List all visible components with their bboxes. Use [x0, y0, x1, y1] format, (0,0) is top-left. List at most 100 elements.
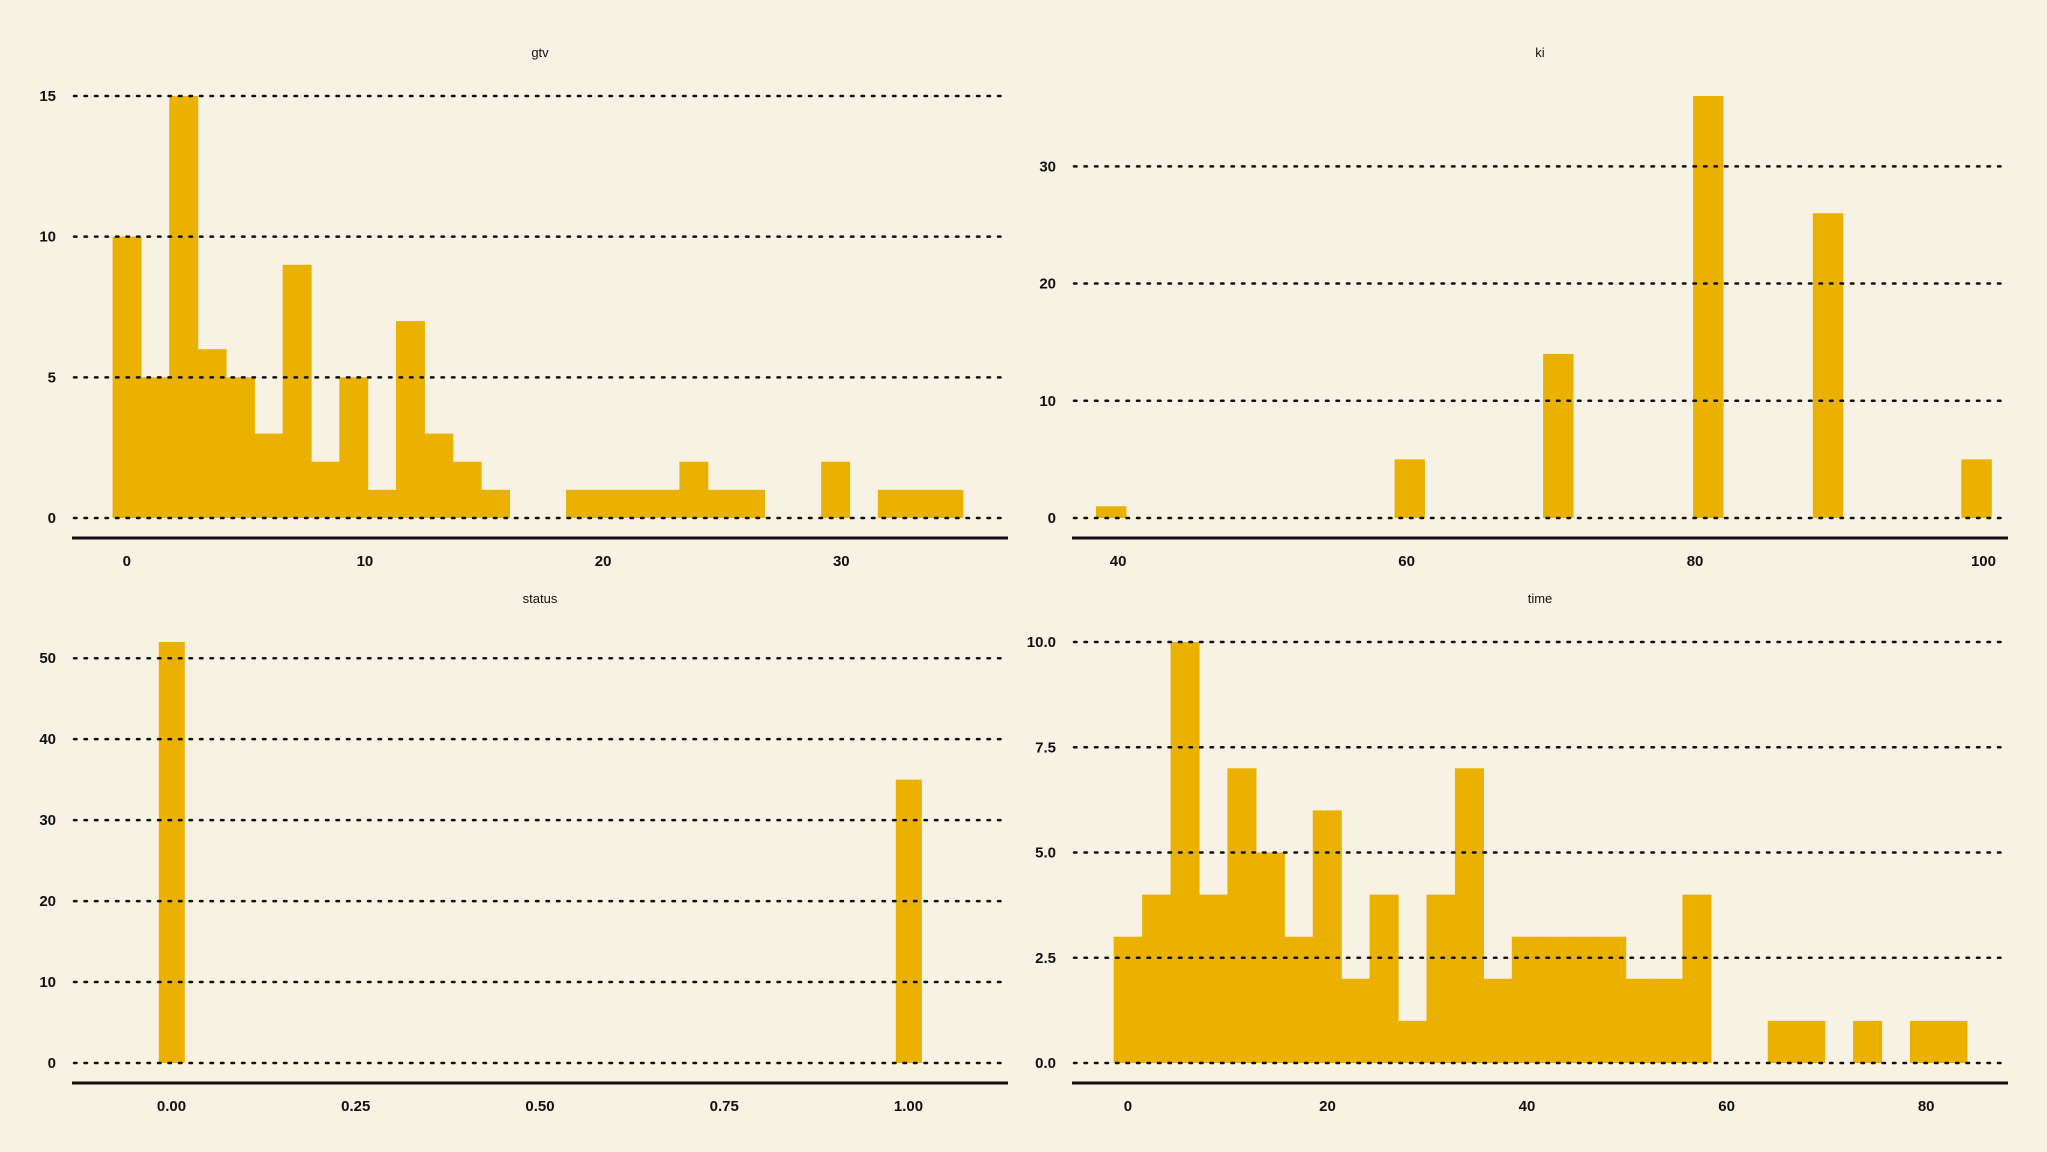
histogram-bar	[452, 461, 482, 518]
histogram-bar	[906, 489, 936, 518]
x-tick-label: 40	[1519, 1098, 1536, 1115]
histogram-bar	[821, 461, 851, 518]
histogram-panel-ki: ki 0 10 20 30 40 60 80 100	[1039, 45, 2010, 570]
x-tick-label: 1.00	[894, 1098, 923, 1115]
histogram-bar	[197, 349, 227, 518]
x-tick-label: 0.75	[710, 1098, 739, 1115]
histogram-bar	[1961, 459, 1992, 518]
x-tick-label: 0.50	[525, 1098, 554, 1115]
y-tick-label: 0	[1048, 510, 1056, 527]
y-tick-label: 50	[39, 650, 56, 667]
histogram-bar	[1454, 768, 1484, 1063]
histogram-bar	[622, 489, 652, 518]
histogram-bar	[1483, 978, 1513, 1063]
x-tick-label: 20	[595, 553, 612, 570]
y-tick-label: 5.0	[1035, 845, 1056, 862]
histogram-bar	[140, 377, 170, 518]
panel-title: time	[1528, 591, 1553, 606]
histogram-bar	[282, 264, 312, 518]
y-tick-label: 10.0	[1027, 634, 1056, 651]
histogram-bar	[877, 489, 907, 518]
x-tick-label: 40	[1110, 553, 1127, 570]
x-tick-label: 0	[1124, 1098, 1132, 1115]
histogram-bar	[1767, 1020, 1797, 1063]
histogram-bar	[594, 489, 624, 518]
histogram-bar	[311, 461, 340, 518]
y-tick-label: 15	[39, 88, 56, 105]
histogram-bar	[1398, 1020, 1428, 1063]
histogram-bar	[1426, 894, 1456, 1063]
histogram-bar	[1198, 894, 1229, 1063]
y-tick-label: 10	[39, 229, 56, 246]
histogram-bar	[736, 489, 766, 518]
histogram-bar	[1369, 894, 1399, 1063]
histogram-bar	[225, 377, 255, 518]
y-tick-label: 10	[1039, 393, 1056, 410]
x-tick-label: 100	[1971, 553, 1996, 570]
x-tick-label: 20	[1319, 1098, 1336, 1115]
histogram-bar	[254, 433, 284, 518]
histogram-bar	[367, 489, 397, 518]
x-tick-label: 0.00	[157, 1098, 186, 1115]
x-tick-label: 80	[1687, 553, 1704, 570]
histogram-bar	[895, 779, 922, 1063]
histogram-bar	[1654, 978, 1684, 1063]
histogram-bar	[1693, 96, 1724, 518]
histogram-bar	[707, 489, 737, 518]
histogram-bar	[396, 321, 425, 518]
y-tick-label: 0.0	[1035, 1055, 1056, 1072]
histogram-bar	[1540, 936, 1570, 1063]
histogram-bar	[1170, 642, 1200, 1063]
x-tick-label: 60	[1718, 1098, 1735, 1115]
x-tick-label: 60	[1398, 553, 1415, 570]
histogram-panel-status: status 0 10 20 30 40 50 0.00 0.25 0.50 0.75 1.00	[39, 591, 1010, 1115]
y-tick-label: 30	[39, 812, 56, 829]
y-tick-label: 2.5	[1035, 950, 1056, 967]
histogram-bar	[169, 96, 199, 518]
histogram-bar	[481, 489, 510, 518]
histogram-bar	[651, 489, 681, 518]
histogram-bar	[1511, 936, 1541, 1063]
panel-title: gtv	[531, 45, 549, 60]
histogram-bar	[1113, 936, 1143, 1063]
histogram-bar	[1142, 894, 1172, 1063]
x-tick-label: 10	[357, 553, 374, 570]
histogram-bar	[1853, 1020, 1883, 1063]
y-tick-label: 5	[48, 369, 56, 386]
histogram-bar	[1543, 353, 1574, 518]
y-tick-label: 20	[1039, 276, 1056, 293]
histogram-bar	[1284, 936, 1314, 1063]
histogram-bar	[1568, 936, 1598, 1063]
histogram-bar	[1394, 459, 1425, 518]
histogram-bar	[934, 489, 964, 518]
histogram-bar	[1341, 978, 1371, 1063]
x-tick-label: 30	[833, 553, 850, 570]
x-tick-label: 0.25	[341, 1098, 370, 1115]
panel-title: ki	[1535, 45, 1545, 60]
histogram-bar	[158, 642, 185, 1063]
y-tick-label: 20	[39, 893, 56, 910]
histogram-bar	[1096, 506, 1127, 518]
y-tick-label: 30	[1039, 158, 1056, 175]
histogram-bar	[424, 433, 454, 518]
histogram-panel-gtv: gtv 0 5 10 15 0 10 20 30	[39, 45, 1010, 570]
histogram-bar	[1312, 810, 1342, 1063]
histogram-panel-time: time 0.0 2.5 5.0 7.5 10.0 0 20 40 60 80	[1027, 591, 2010, 1115]
y-tick-label: 0	[48, 510, 56, 527]
y-tick-label: 7.5	[1035, 739, 1056, 756]
histogram-bar	[1909, 1020, 1939, 1063]
histogram-bar	[1682, 894, 1712, 1063]
y-tick-label: 0	[48, 1055, 56, 1072]
histogram-bar	[1597, 936, 1627, 1063]
y-tick-label: 10	[39, 974, 56, 991]
histogram-bar	[1625, 978, 1655, 1063]
panel-title: status	[523, 591, 558, 606]
histogram-bar	[1812, 213, 1844, 518]
histogram-bar	[566, 489, 596, 518]
x-tick-label: 80	[1918, 1098, 1935, 1115]
histogram-bar	[339, 377, 369, 518]
histogram-bar	[1938, 1020, 1968, 1063]
y-tick-label: 40	[39, 731, 56, 748]
x-tick-label: 0	[123, 553, 131, 570]
